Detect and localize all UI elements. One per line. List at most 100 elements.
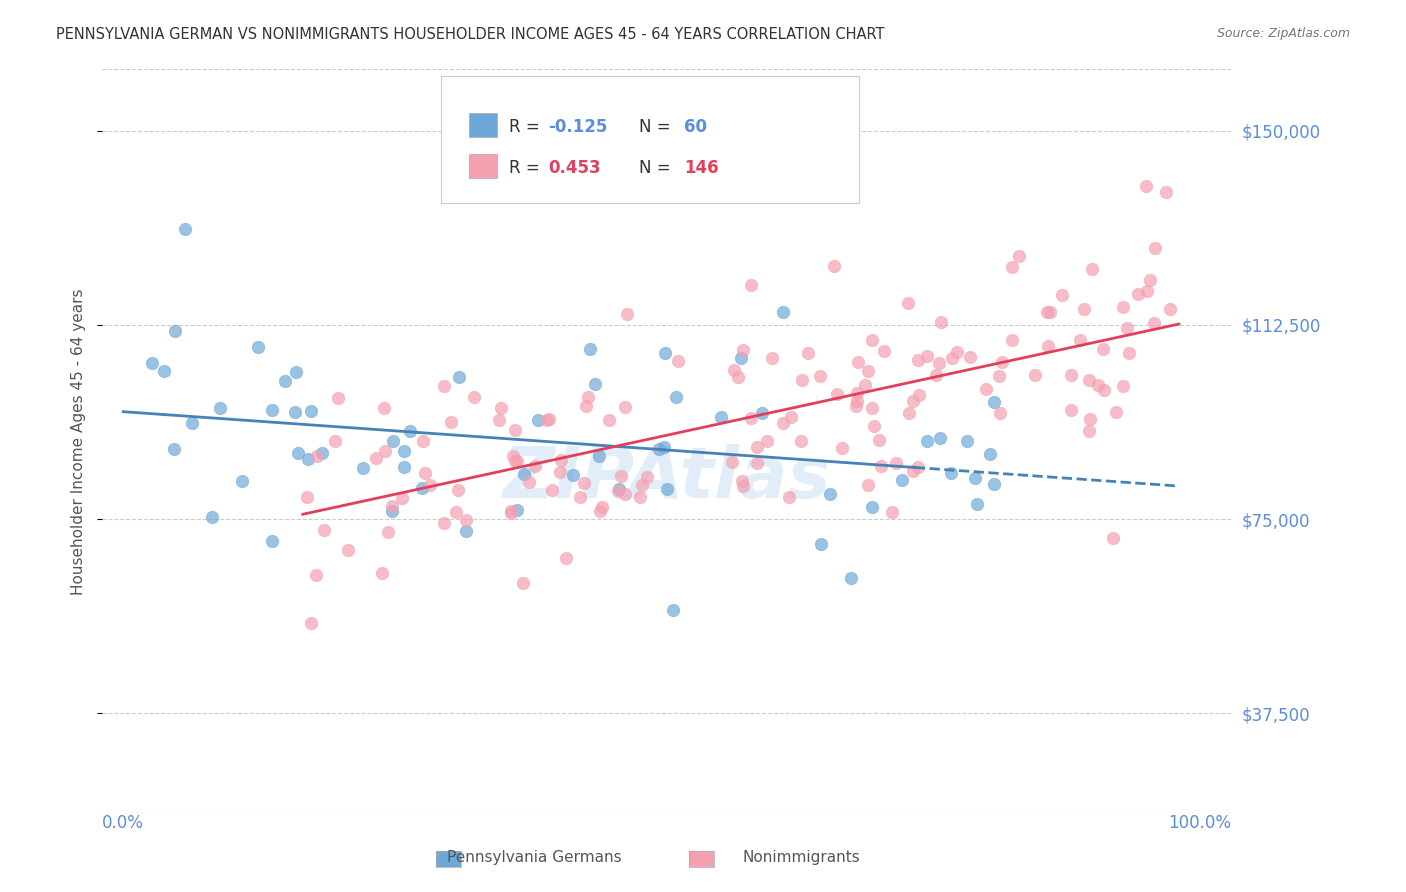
Point — [371, 566, 394, 580]
Point — [499, 506, 522, 520]
Point — [174, 222, 197, 236]
Point — [1069, 333, 1091, 347]
Point — [165, 324, 187, 338]
Point — [845, 393, 868, 408]
Point — [1115, 321, 1137, 335]
Point — [295, 491, 318, 505]
Text: 60: 60 — [683, 118, 707, 136]
FancyBboxPatch shape — [441, 76, 859, 202]
Point — [517, 475, 540, 489]
Point — [576, 390, 599, 404]
Point — [747, 457, 769, 471]
Point — [941, 351, 963, 365]
Point — [897, 296, 920, 310]
Text: R =: R = — [509, 118, 540, 136]
Point — [945, 345, 967, 359]
Point — [636, 469, 658, 483]
Text: PENNSYLVANIA GERMAN VS NONIMMIGRANTS HOUSEHOLDER INCOME AGES 45 - 64 YEARS CORRE: PENNSYLVANIA GERMAN VS NONIMMIGRANTS HOU… — [56, 27, 884, 42]
Point — [616, 307, 638, 321]
Point — [1077, 372, 1099, 386]
Point — [860, 333, 883, 347]
Point — [305, 568, 328, 582]
Point — [366, 451, 388, 466]
Point — [745, 440, 768, 454]
Text: 0.453: 0.453 — [548, 159, 600, 177]
Point — [810, 537, 832, 551]
Point — [1092, 383, 1115, 397]
Point — [868, 433, 890, 447]
Point — [845, 399, 868, 413]
Point — [751, 406, 773, 420]
Point — [666, 354, 689, 368]
Point — [287, 446, 309, 460]
Point — [991, 355, 1014, 369]
Point — [779, 410, 801, 425]
Point — [1024, 368, 1046, 382]
Point — [1035, 305, 1057, 319]
Point — [1118, 346, 1140, 360]
Point — [489, 401, 512, 415]
Point — [818, 487, 841, 501]
Point — [513, 467, 536, 481]
Point — [555, 550, 578, 565]
Point — [1001, 333, 1024, 347]
Point — [755, 434, 778, 448]
Point — [907, 460, 929, 475]
Point — [1038, 339, 1060, 353]
Point — [983, 477, 1005, 491]
Point — [1128, 287, 1150, 301]
Point — [274, 374, 297, 388]
Point — [1112, 379, 1135, 393]
Point — [810, 369, 832, 384]
Point — [569, 490, 592, 504]
Point — [903, 464, 925, 478]
Point — [929, 315, 952, 329]
Point — [655, 483, 678, 497]
Point — [392, 459, 415, 474]
Point — [846, 355, 869, 369]
Point — [548, 465, 571, 479]
Point — [630, 478, 652, 492]
Point — [1078, 412, 1101, 426]
Point — [463, 390, 485, 404]
Point — [381, 434, 404, 448]
Point — [505, 454, 527, 468]
Point — [231, 474, 253, 488]
Point — [988, 406, 1011, 420]
Point — [1001, 260, 1024, 275]
Point — [433, 516, 456, 531]
Point — [1080, 262, 1102, 277]
Point — [412, 434, 434, 448]
Point — [180, 416, 202, 430]
Point — [575, 399, 598, 413]
Point — [870, 458, 893, 473]
Text: Pennsylvania Germans: Pennsylvania Germans — [447, 850, 621, 865]
Text: ZIPAtlas: ZIPAtlas — [503, 444, 831, 513]
Point — [506, 503, 529, 517]
Point — [299, 404, 322, 418]
Point — [740, 277, 762, 292]
FancyBboxPatch shape — [470, 154, 498, 178]
Point — [1139, 272, 1161, 286]
Point — [512, 576, 534, 591]
Point — [606, 483, 628, 498]
Point — [858, 364, 880, 378]
Point — [503, 454, 526, 468]
Point — [907, 353, 929, 368]
Point — [440, 416, 463, 430]
Point — [377, 524, 399, 539]
Point — [524, 458, 547, 473]
Point — [654, 346, 676, 360]
Text: N =: N = — [638, 159, 671, 177]
Point — [1008, 249, 1031, 263]
Point — [797, 346, 820, 360]
Point — [1136, 284, 1159, 298]
Point — [456, 513, 478, 527]
Point — [1112, 300, 1135, 314]
Point — [772, 305, 794, 319]
Point — [392, 443, 415, 458]
Point — [856, 478, 879, 492]
Point — [863, 419, 886, 434]
Point — [860, 401, 883, 415]
Point — [502, 449, 524, 463]
